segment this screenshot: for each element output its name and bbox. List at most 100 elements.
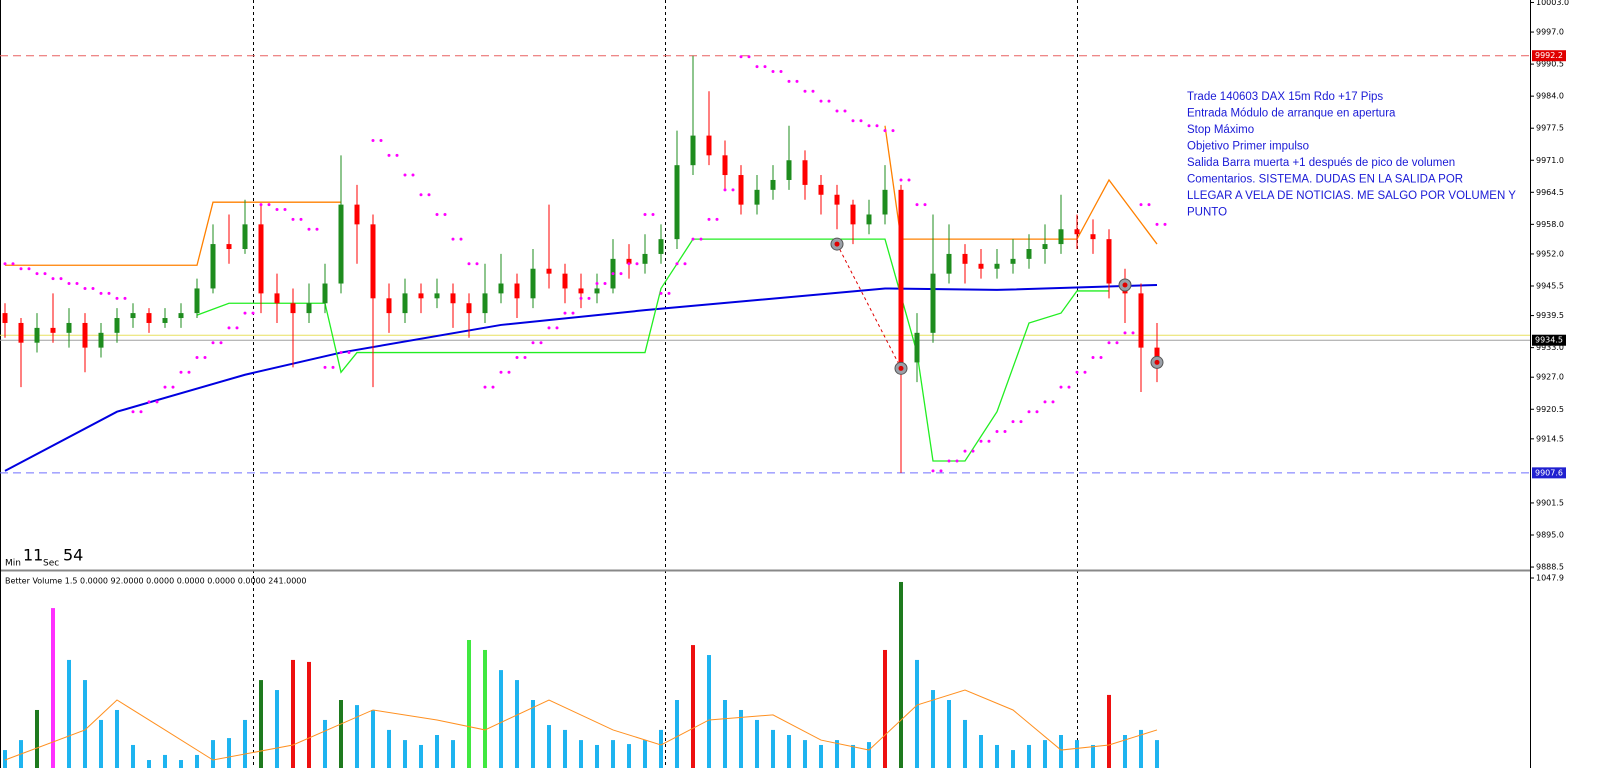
sar-dot [611, 272, 615, 276]
candle-body [1154, 347, 1160, 358]
sar-dot [99, 291, 103, 295]
sar-dot [1067, 385, 1071, 389]
volume-bar [995, 744, 999, 768]
y-tick-label: 9990.5 [1536, 60, 1564, 69]
volume-bar [627, 744, 631, 768]
sar-dot [715, 217, 719, 221]
sar-dot [1043, 400, 1047, 404]
session-separators [253, 0, 1078, 768]
sar-dot [267, 203, 271, 207]
sar-dot [195, 355, 199, 359]
volume-bar [147, 760, 151, 768]
timer-min-label: Min [5, 559, 21, 569]
timer: Min 11 Sec 54 [5, 546, 83, 569]
candle-body [498, 283, 504, 294]
candle-body [1010, 258, 1016, 264]
sar-dot [947, 459, 951, 463]
volume-bar [867, 742, 871, 768]
candle-body [1090, 234, 1096, 240]
candle-body [866, 214, 872, 225]
sar-dot [555, 326, 559, 330]
sar-dot [939, 469, 943, 473]
sar-dot [403, 173, 407, 177]
volume-bar [179, 760, 183, 768]
volume-bar [643, 740, 647, 768]
sar-dot [515, 355, 519, 359]
volume-bar [739, 709, 743, 768]
sar-dot [203, 355, 207, 359]
sar-dot [347, 351, 351, 355]
volume-bar [243, 719, 247, 768]
volume-bar [851, 744, 855, 768]
volume-bar [195, 754, 199, 768]
volume-bar [1059, 735, 1063, 768]
price-tag [1532, 50, 1566, 62]
volume-bar [419, 744, 423, 768]
candle-body [66, 322, 72, 333]
annotation-line: Comentarios. SISTEMA. DUDAS EN LA SALIDA… [1187, 174, 1463, 186]
candle-body [226, 244, 232, 250]
sar-dot [635, 262, 639, 266]
volume-bar [1011, 750, 1015, 768]
sar-dot [883, 129, 887, 133]
sar-dot [867, 124, 871, 128]
candle-body [178, 313, 184, 319]
sar-dot [91, 286, 95, 290]
sar-dot [1051, 400, 1055, 404]
y-tick-label: 9971.0 [1536, 156, 1564, 165]
candle-body [834, 194, 840, 205]
volume-bar [595, 744, 599, 768]
annotation-line: Objetivo Primer impulso [1187, 141, 1309, 153]
candle-body [258, 224, 264, 294]
sar-dot [1011, 420, 1015, 424]
overlay-line [4, 284, 1158, 472]
sar-dot [331, 365, 335, 369]
sar-dot [59, 277, 63, 281]
trade-link [836, 243, 902, 369]
y-tick-label: 9997.0 [1536, 28, 1564, 37]
sar-dot [603, 282, 607, 286]
volume-bar [1043, 740, 1047, 768]
candle-body [194, 288, 200, 314]
volume-bar [1155, 740, 1159, 768]
candle-body [34, 327, 40, 343]
sar-dot [371, 139, 375, 143]
sar-dot [539, 341, 543, 345]
volume-bar [499, 670, 503, 768]
sar-dot [1155, 222, 1159, 226]
trade-marker-core [834, 241, 840, 247]
volume-bar [1107, 694, 1111, 768]
sar-dot [3, 262, 7, 266]
candle-body [338, 204, 344, 284]
candle-body [930, 273, 936, 333]
sar-dot [251, 311, 255, 315]
volume-bar [1091, 744, 1095, 768]
sar-dot [643, 212, 647, 216]
sar-dot [507, 370, 511, 374]
sar-dot [1035, 410, 1039, 414]
sar-dot [851, 119, 855, 123]
sar-dot [1003, 429, 1007, 433]
timer-sec-label: Sec [43, 559, 59, 569]
volume-bar [963, 719, 967, 768]
sar-dot [339, 351, 343, 355]
annotation-line: PUNTO [1187, 207, 1227, 219]
candle-body [82, 322, 88, 348]
sar-dot [139, 410, 143, 414]
candle-body [642, 253, 648, 264]
candle-body [562, 273, 568, 289]
sar-dot [1131, 331, 1135, 335]
sar-dot [675, 262, 679, 266]
sar-dot [659, 291, 663, 295]
sar-dot [827, 99, 831, 103]
sar-dot [739, 55, 743, 59]
y-tick-label: 9933.0 [1536, 343, 1564, 352]
volume-bar [3, 750, 7, 768]
volume-bar [355, 705, 359, 768]
sar-dot [283, 208, 287, 212]
volume-tick-label: 1047.9 [1536, 574, 1564, 583]
y-tick-label: 9920.5 [1536, 405, 1564, 414]
sar-dot [443, 212, 447, 216]
volume-bar [99, 719, 103, 768]
